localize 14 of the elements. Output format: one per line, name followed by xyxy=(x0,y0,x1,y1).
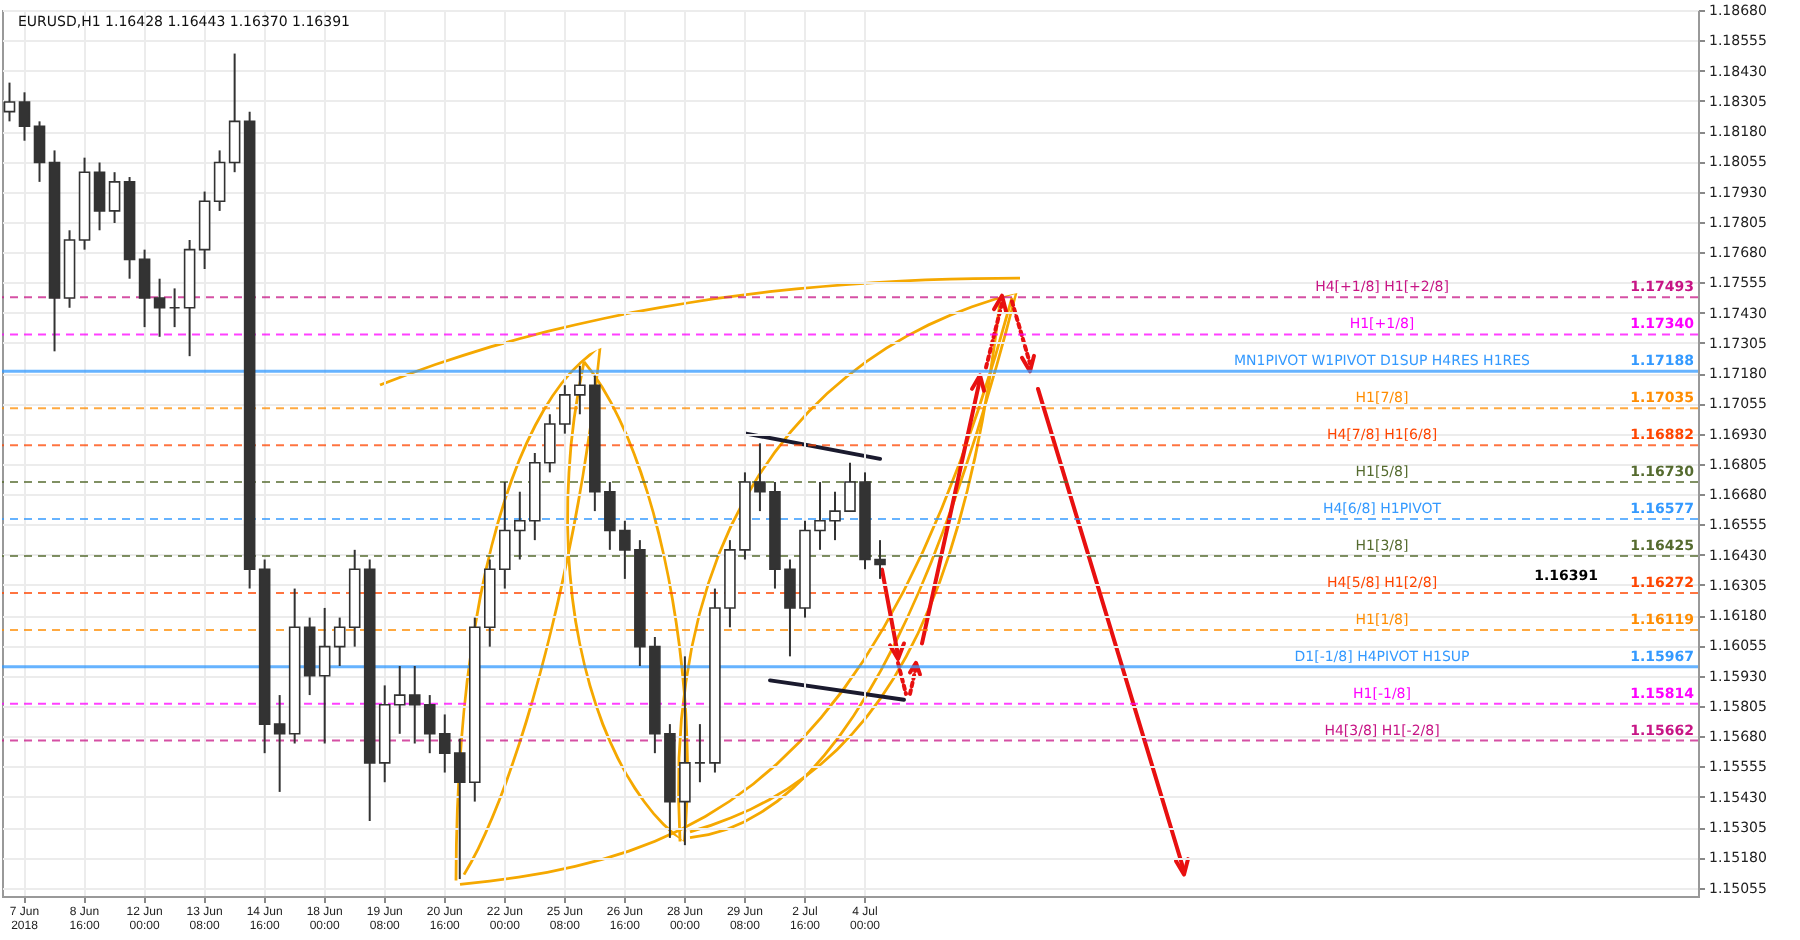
candlestick xyxy=(228,52,241,174)
candlestick xyxy=(108,171,121,225)
candlestick xyxy=(333,616,346,668)
candlestick xyxy=(318,606,331,745)
candlestick xyxy=(213,149,226,212)
candlestick xyxy=(273,694,286,793)
candlestick xyxy=(93,161,106,232)
candlestick xyxy=(694,723,706,784)
candlestick xyxy=(18,91,31,142)
candlestick xyxy=(153,277,166,338)
candlestick xyxy=(3,81,16,123)
candlestick xyxy=(33,120,46,183)
candlestick xyxy=(168,287,181,329)
candlestick xyxy=(138,248,151,329)
